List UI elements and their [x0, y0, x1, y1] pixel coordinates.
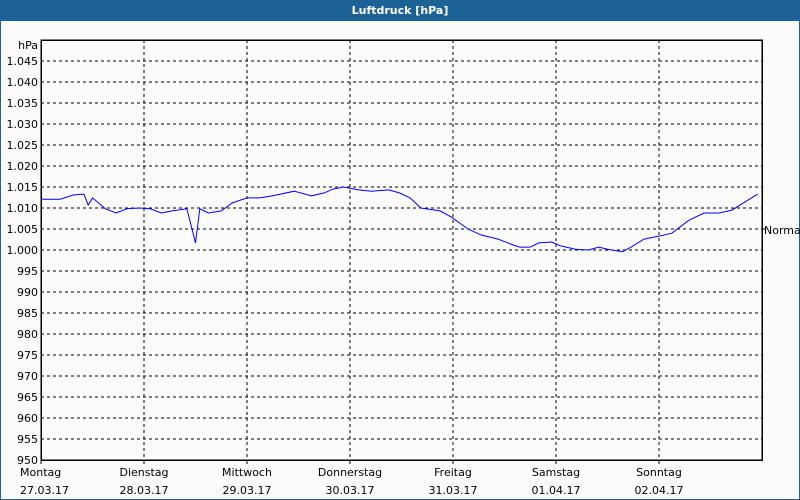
- chart-title: Luftdruck [hPa]: [1, 1, 799, 21]
- x-tick-date: 28.03.17: [120, 484, 169, 497]
- y-tick-label: 980: [17, 328, 38, 341]
- y-tick-label: 990: [17, 286, 38, 299]
- x-tick-date: 27.03.17: [20, 484, 69, 497]
- x-tick-day: Freitag: [434, 466, 472, 479]
- x-tick-date: 30.03.17: [326, 484, 375, 497]
- x-tick-date: 02.04.17: [635, 484, 684, 497]
- y-tick-label: 1.030: [7, 118, 39, 131]
- x-tick-date: 01.04.17: [532, 484, 581, 497]
- y-axis-label: hPa: [18, 39, 38, 52]
- y-tick-label: 960: [17, 412, 38, 425]
- x-tick-day: Sonntag: [636, 466, 682, 479]
- y-tick-label: 965: [17, 391, 38, 404]
- y-tick-label: 1.035: [7, 97, 39, 110]
- pressure-line: [41, 186, 758, 253]
- y-tick-label: 995: [17, 265, 38, 278]
- y-tick-label: 1.005: [7, 223, 39, 236]
- x-tick-day: Dienstag: [119, 466, 168, 479]
- plot-frame: [40, 39, 763, 461]
- y-tick-label: 1.010: [7, 202, 39, 215]
- y-tick-label: 975: [17, 349, 38, 362]
- y-tick-label: 985: [17, 307, 38, 320]
- x-tick-day: Samstag: [532, 466, 580, 479]
- y-tick-label: 1.025: [7, 139, 39, 152]
- y-tick-label: 955: [17, 433, 38, 446]
- x-tick-date: 31.03.17: [429, 484, 478, 497]
- y-tick-label: 970: [17, 370, 38, 383]
- y-tick-label: 1.040: [7, 76, 39, 89]
- y-tick-label: 1.020: [7, 160, 39, 173]
- x-tick-day: Montag: [20, 466, 61, 479]
- y-tick-label: 1.045: [7, 55, 39, 68]
- x-tick-day: Donnerstag: [318, 466, 382, 479]
- x-tick-day: Mittwoch: [222, 466, 272, 479]
- reference-label: Normal: [764, 224, 800, 237]
- y-tick-label: 950: [17, 454, 38, 467]
- y-tick-label: 1.015: [7, 181, 39, 194]
- x-tick-date: 29.03.17: [223, 484, 272, 497]
- y-tick-label: 1.000: [7, 244, 39, 257]
